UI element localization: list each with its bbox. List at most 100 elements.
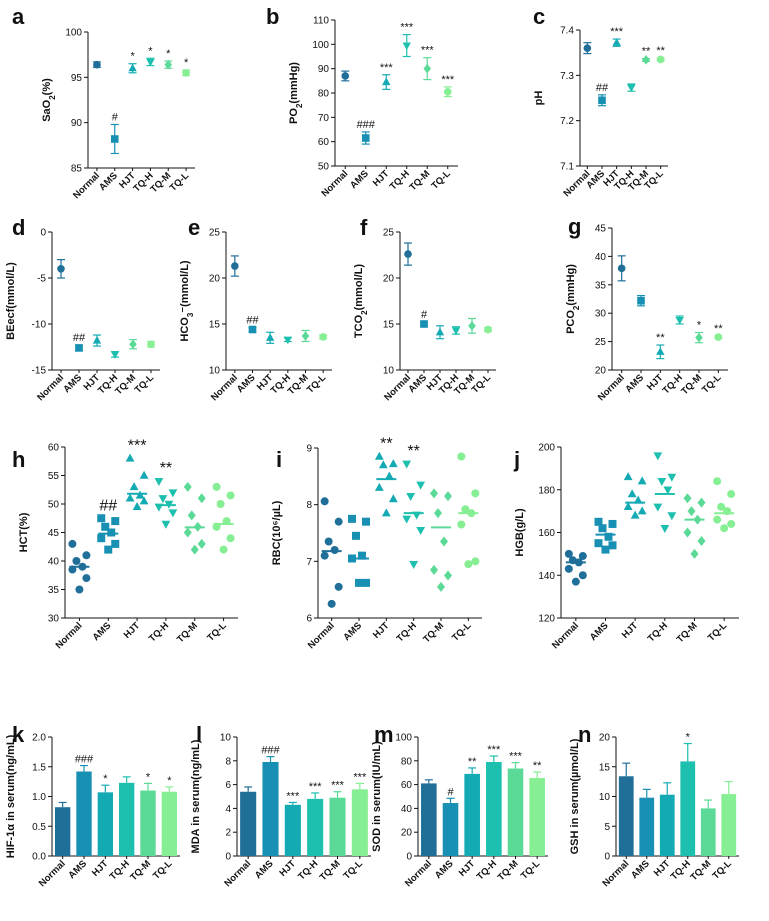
x-tick-label-ams: AMS bbox=[61, 372, 84, 395]
mean-marker-tq-h bbox=[451, 327, 461, 335]
significance-label: * bbox=[166, 48, 171, 60]
panel-i: i 6 7 8 9 RBC(10⁶/µL) Normal AMS HJT TQ-H TQ-M TQ-L… bbox=[271, 436, 482, 651]
x-tick-label-ams: AMS bbox=[97, 170, 120, 193]
data-point-tq-m bbox=[683, 527, 692, 538]
significance-label: ** bbox=[642, 46, 651, 58]
mean-marker-tq-m bbox=[695, 332, 703, 343]
bar-normal bbox=[421, 783, 437, 856]
significance-label: * bbox=[167, 775, 172, 787]
y-tick-label: 40 bbox=[48, 557, 60, 568]
data-point-normal bbox=[578, 571, 587, 580]
mean-marker-tq-h bbox=[146, 58, 155, 67]
data-point-hjt bbox=[388, 459, 398, 468]
mean-marker-tq-l bbox=[147, 340, 155, 349]
mean-marker-ams bbox=[75, 344, 83, 352]
x-tick-label-tq-l: TQ-L bbox=[341, 858, 365, 882]
x-tick-label-tq-m: TQ-M bbox=[675, 620, 700, 645]
x-tick-label-tq-h: TQ-H bbox=[475, 858, 499, 882]
x-tick-label-tq-h: TQ-H bbox=[147, 620, 171, 644]
x-tick-label-tq-h: TQ-H bbox=[395, 620, 419, 644]
data-point-tq-h bbox=[168, 509, 178, 518]
x-tick-label-tq-l: TQ-L bbox=[706, 620, 730, 644]
x-tick-label-tq-l: TQ-L bbox=[450, 620, 474, 644]
data-point-tq-m bbox=[183, 481, 192, 492]
bar-tq-l bbox=[529, 778, 545, 856]
mean-marker-tq-l bbox=[182, 69, 190, 77]
significance-label: * bbox=[148, 45, 153, 57]
significance-label: ** bbox=[407, 443, 419, 460]
data-point-tq-m bbox=[187, 510, 196, 521]
x-tick-label-tq-l: TQ-L bbox=[205, 620, 229, 644]
data-point-tq-l bbox=[457, 520, 466, 529]
x-tick-label-ams: AMS bbox=[66, 858, 89, 881]
mean-marker-hjt bbox=[128, 63, 137, 72]
x-tick-label-ams: AMS bbox=[629, 858, 652, 881]
y-axis-label-m: SOD in serum(IU/mL) bbox=[371, 741, 383, 852]
data-point-tq-m bbox=[430, 488, 438, 499]
data-point-tq-m bbox=[434, 508, 442, 519]
y-tick-label: 60 bbox=[48, 443, 60, 454]
panel-letter-a: a bbox=[12, 4, 25, 29]
data-point-ams bbox=[362, 517, 370, 526]
data-point-normal bbox=[320, 497, 329, 506]
significance-label: ### bbox=[261, 745, 280, 757]
data-point-ams bbox=[104, 545, 113, 554]
x-tick-label-tq-m: TQ-M bbox=[113, 372, 138, 397]
y-tick-label: 140 bbox=[538, 571, 555, 582]
y-tick-label: 45 bbox=[595, 224, 607, 235]
data-point-tq-m bbox=[444, 570, 452, 581]
x-tick-label-tq-l: TQ-L bbox=[470, 372, 494, 396]
y-tick-label: 60 bbox=[318, 137, 330, 148]
panel-letter-c: c bbox=[533, 4, 545, 29]
x-tick-label-hjt: HJT bbox=[122, 620, 143, 641]
data-point-ams bbox=[355, 578, 363, 587]
data-point-tq-m bbox=[687, 506, 696, 517]
data-point-tq-m bbox=[437, 581, 445, 592]
data-point-tq-m bbox=[197, 538, 206, 549]
data-point-tq-l bbox=[471, 489, 480, 498]
data-point-tq-h bbox=[657, 478, 667, 486]
data-point-ams bbox=[107, 528, 116, 537]
significance-label: *** bbox=[487, 744, 501, 756]
mean-marker-hjt bbox=[612, 38, 621, 46]
panel-letter-e: e bbox=[188, 215, 200, 240]
data-point-ams bbox=[362, 578, 370, 587]
y-tick-label: 20 bbox=[595, 366, 607, 377]
mean-marker-normal bbox=[404, 250, 412, 258]
data-point-tq-l bbox=[713, 477, 722, 486]
y-tick-label: 5 bbox=[604, 822, 610, 833]
data-point-ams bbox=[594, 539, 603, 548]
y-tick-label: 15 bbox=[209, 320, 221, 331]
data-point-tq-h bbox=[653, 452, 663, 461]
x-tick-label-ams: AMS bbox=[341, 620, 364, 643]
x-tick-label-hjt: HJT bbox=[620, 620, 641, 641]
panel-letter-d: d bbox=[12, 215, 25, 240]
x-tick-label-tq-m: TQ-M bbox=[421, 620, 446, 645]
mean-marker-tq-h bbox=[627, 84, 636, 93]
data-point-tq-m bbox=[440, 536, 448, 547]
data-point-hjt bbox=[623, 502, 633, 511]
mean-marker-hjt bbox=[92, 336, 102, 344]
bar-tq-m bbox=[700, 808, 716, 856]
significance-label: *** bbox=[331, 780, 345, 792]
mean-marker-tq-m bbox=[164, 59, 173, 70]
mean-marker-normal bbox=[57, 265, 65, 273]
panel-letter-h: h bbox=[12, 447, 25, 472]
x-tick-label-normal: Normal bbox=[319, 168, 350, 199]
data-point-normal bbox=[68, 539, 77, 548]
y-tick-label: 7.4 bbox=[560, 26, 574, 37]
panel-letter-m: m bbox=[374, 722, 394, 747]
data-point-hjt bbox=[388, 494, 398, 503]
data-point-tq-h bbox=[402, 460, 412, 469]
significance-label: *** bbox=[380, 62, 394, 74]
y-tick-label: 20 bbox=[401, 828, 413, 839]
data-point-ams bbox=[348, 514, 356, 523]
x-tick-label-tq-m: TQ-M bbox=[175, 620, 200, 645]
y-tick-label: 10 bbox=[209, 366, 221, 377]
significance-label: # bbox=[421, 309, 428, 321]
x-tick-label-tq-h: TQ-H bbox=[388, 168, 412, 192]
y-tick-label: 7 bbox=[306, 557, 312, 568]
y-tick-label: 2 bbox=[225, 828, 231, 839]
mean-marker-ams bbox=[420, 320, 428, 328]
